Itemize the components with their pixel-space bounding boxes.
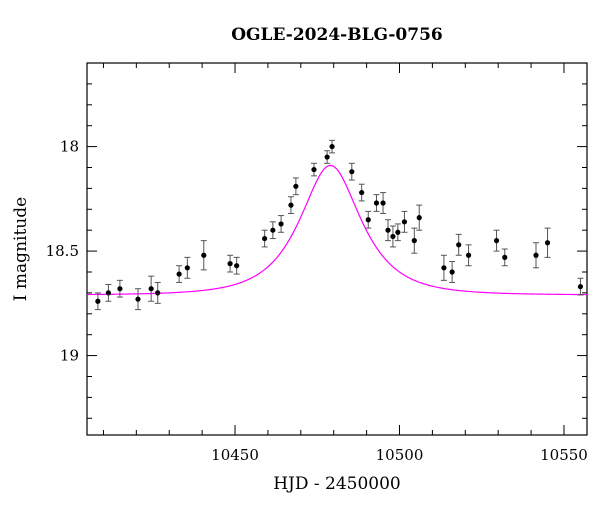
data-point [155, 290, 161, 296]
data-point [329, 143, 335, 150]
data-point [380, 200, 386, 206]
data-point [456, 242, 462, 248]
data-point [449, 269, 455, 275]
axis-ticks [87, 62, 587, 435]
model-curve-group [86, 164, 588, 296]
model-curve [86, 164, 588, 296]
x-tick-label: 10450 [211, 446, 259, 464]
y-axis-label: I magnitude [11, 197, 31, 301]
data-point [176, 271, 182, 277]
y-tick-label: 19 [60, 347, 79, 365]
data-point [293, 183, 299, 189]
data-point [135, 296, 141, 302]
data-point [373, 200, 380, 206]
data-point [416, 215, 422, 221]
data-point [311, 166, 317, 173]
data-point [262, 235, 268, 242]
y-tick-label: 18 [60, 138, 79, 156]
data-point [148, 286, 154, 292]
data-point [502, 254, 508, 260]
plot-frame [86, 62, 588, 436]
data-point [390, 233, 396, 240]
data-point [365, 217, 371, 223]
data-point [288, 202, 294, 208]
data-point [117, 286, 123, 292]
data-point [544, 240, 551, 246]
data-point [577, 284, 584, 290]
data-points-group [94, 139, 584, 311]
data-point [278, 221, 284, 227]
data-point [359, 189, 365, 196]
data-point [324, 154, 330, 160]
chart-title: OGLE-2024-BLG-0756 [231, 25, 443, 45]
data-point [184, 265, 190, 271]
data-point [227, 261, 233, 267]
data-point [234, 263, 240, 269]
x-axis-label: HJD - 2450000 [273, 474, 401, 494]
data-point [401, 219, 408, 225]
tick-labels: 10450 10500 10550 18 18.5 19 [46, 138, 588, 464]
x-tick-label: 10550 [540, 446, 588, 464]
data-point [395, 229, 401, 235]
x-tick-label: 10500 [376, 446, 424, 464]
y-tick-label: 18.5 [46, 242, 79, 260]
data-point [465, 252, 472, 258]
data-point [493, 238, 500, 244]
data-point [105, 290, 111, 296]
data-point [385, 227, 391, 233]
data-point [95, 298, 101, 304]
data-point [533, 252, 539, 258]
data-point [270, 227, 276, 233]
data-point [441, 265, 447, 271]
data-point [349, 169, 355, 175]
data-point [411, 238, 417, 244]
data-point [201, 252, 207, 258]
